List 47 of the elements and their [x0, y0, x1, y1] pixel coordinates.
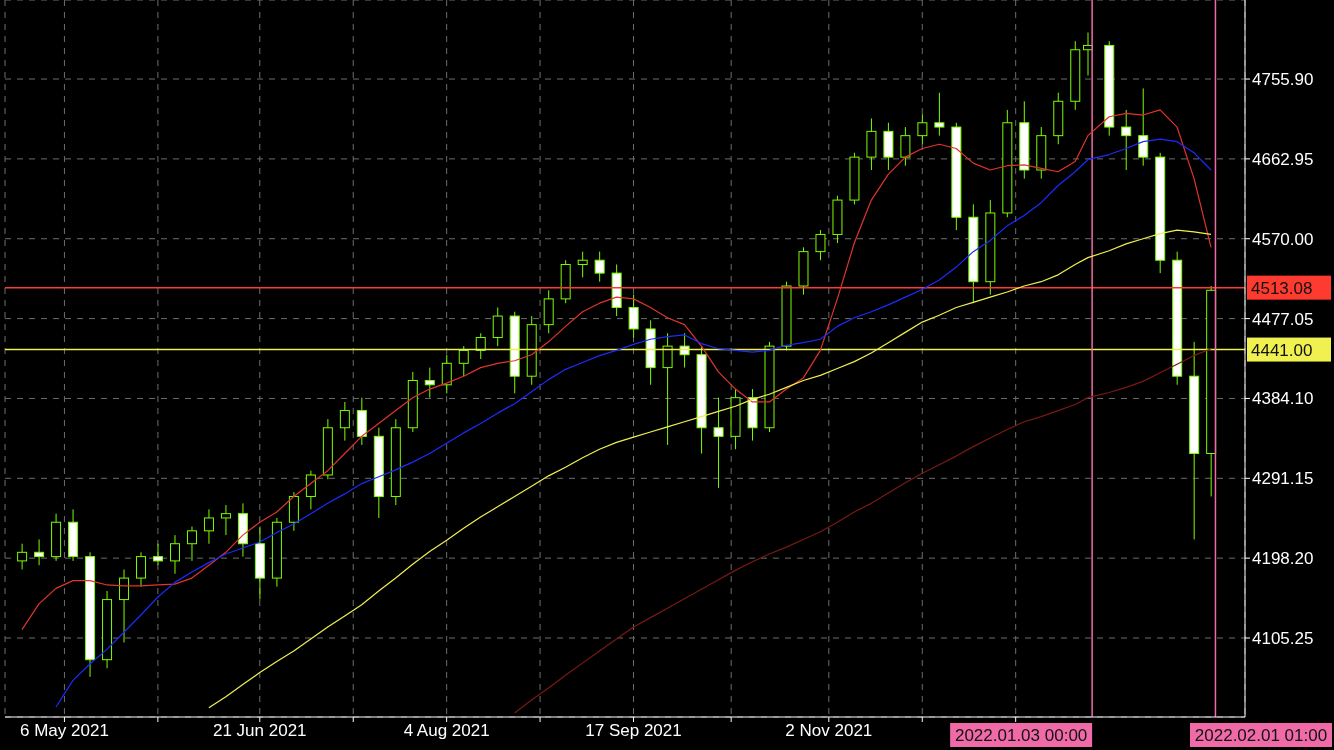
- candlestick: [34, 538, 45, 566]
- y-tick-label: 4662.95: [1252, 149, 1314, 169]
- candlestick: [594, 251, 605, 283]
- x-tick-label: 17 Sep 2021: [585, 721, 682, 741]
- ref-line-label: 4513.08: [1251, 278, 1313, 298]
- candlestick: [186, 526, 197, 562]
- line-series: [513, 348, 1212, 714]
- ref-line-label: 4441.00: [1251, 340, 1313, 360]
- candlestick: [917, 113, 928, 145]
- candlestick: [475, 332, 486, 360]
- candlestick: [119, 568, 130, 644]
- candlestick: [203, 508, 214, 545]
- candlestick: [934, 92, 945, 137]
- candlestick: [713, 397, 724, 489]
- candlestick: [424, 367, 435, 399]
- x-tick-label: 6 May 2021: [20, 721, 109, 741]
- candlestick: [577, 251, 588, 278]
- candlestick: [679, 332, 690, 369]
- candlestick: [662, 332, 673, 446]
- candlestick: [815, 229, 826, 261]
- candlestick: [900, 126, 911, 167]
- candlestick: [220, 504, 231, 536]
- candlestick: [628, 294, 639, 339]
- y-tick-label: 4570.00: [1252, 229, 1314, 249]
- y-tick-label: 4198.20: [1252, 549, 1314, 569]
- x-tick-label: 2 Nov 2021: [785, 721, 873, 741]
- ref-line-label: 2022.02.01 01:00: [1194, 726, 1328, 745]
- candlestick: [339, 401, 350, 442]
- candlestick: [153, 543, 164, 566]
- x-tick-label: 4 Aug 2021: [403, 721, 490, 741]
- candlestick: [1138, 87, 1149, 167]
- candlestick: [17, 543, 28, 570]
- x-tick-label: 21 Jun 2021: [213, 721, 307, 741]
- ref-line-label: 2022.01.03 00:00: [954, 726, 1088, 745]
- candlestick: [492, 306, 503, 347]
- candlestick: [441, 354, 452, 394]
- y-tick-label: 4384.10: [1252, 389, 1314, 409]
- y-tick-label: 4477.05: [1252, 309, 1314, 329]
- candlestick: [169, 534, 180, 575]
- candlestick: [458, 345, 469, 377]
- candlestick: [1121, 109, 1132, 171]
- candlestick: [305, 470, 316, 510]
- line-series: [21, 109, 1212, 631]
- candlestick: [136, 551, 147, 588]
- y-tick-label: 4105.25: [1252, 629, 1314, 649]
- y-tick-label: 4755.90: [1252, 70, 1314, 90]
- y-tick-label: 4291.15: [1252, 469, 1314, 489]
